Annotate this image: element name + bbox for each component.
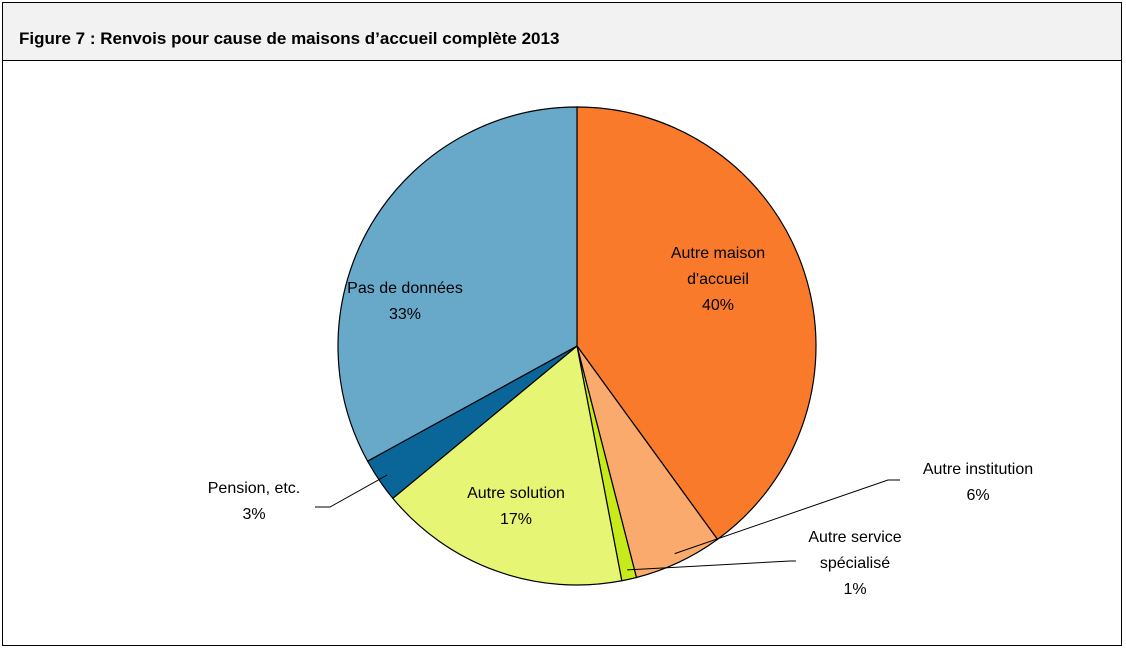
data-label-pct-pas-de-donn-es: 33% bbox=[389, 306, 421, 323]
pie-slice-autre-maison-d-accueil bbox=[576, 106, 817, 541]
data-label-pct-autre-solution: 17% bbox=[500, 511, 532, 528]
figure-title: Figure 7 : Renvois pour cause de maisons… bbox=[19, 29, 560, 48]
data-label-pct-pension-etc: 3% bbox=[242, 506, 265, 523]
data-label-pct-autre-maison-d-accueil: 40% bbox=[702, 297, 734, 314]
data-label-pct-autre-service-sp-cialis: 1% bbox=[843, 581, 866, 598]
data-label-autre-service-sp-cialis: spécialisé bbox=[820, 555, 890, 572]
data-label-pas-de-donn-es: Pas de données bbox=[347, 280, 463, 297]
data-label-autre-institution: Autre institution bbox=[923, 461, 1033, 478]
leader-line-autre-institution bbox=[674, 479, 900, 555]
data-label-autre-service-sp-cialis: Autre service bbox=[808, 529, 901, 546]
data-label-autre-maison-d-accueil: Autre maison bbox=[671, 245, 765, 262]
data-label-autre-solution: Autre solution bbox=[467, 485, 565, 502]
figure-header: Figure 7 : Renvois pour cause de maisons… bbox=[3, 3, 1121, 61]
pie-slice-pas-de-donn-es bbox=[337, 106, 578, 462]
data-label-autre-maison-d-accueil: d'accueil bbox=[687, 271, 749, 288]
leader-line-autre-service-sp-cialis bbox=[627, 560, 796, 571]
leader-line-pension-etc bbox=[315, 474, 388, 508]
pie-slice-autre-solution bbox=[392, 344, 623, 586]
data-label-pension-etc: Pension, etc. bbox=[208, 480, 301, 497]
data-label-pct-autre-institution: 6% bbox=[966, 487, 989, 504]
